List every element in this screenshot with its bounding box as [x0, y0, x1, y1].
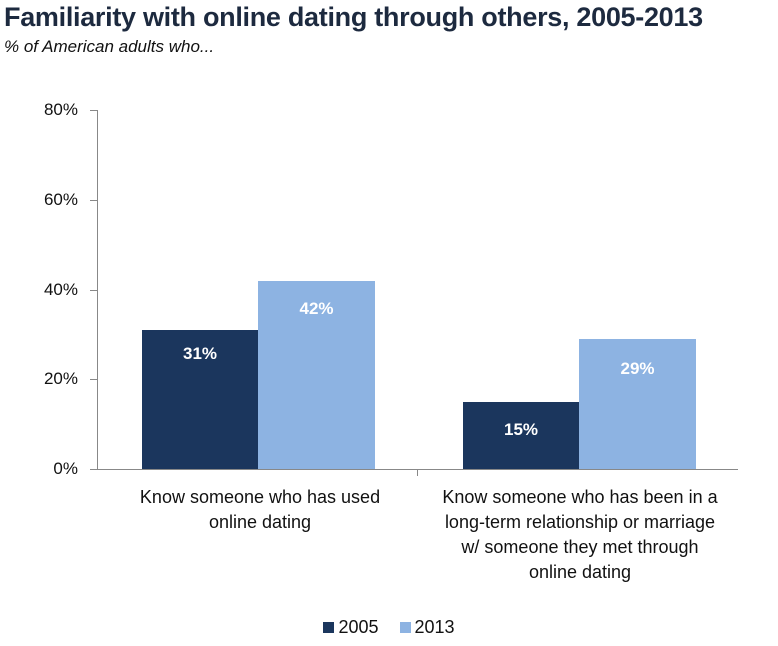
y-tick-mark: [90, 290, 97, 291]
y-tick-label: 20%: [43, 369, 78, 388]
label-line: online dating: [528, 562, 632, 582]
bar-2013-relationship-via-online-dating: 29%: [579, 339, 696, 469]
legend-swatch-icon: [323, 622, 335, 633]
bar-2005-used-online-dating: 31%: [142, 330, 258, 469]
bar-2005-relationship-via-online-dating: 15%: [463, 402, 579, 469]
label-line: Know someone who has used: [139, 487, 381, 507]
chart-subtitle: % of American adults who...: [4, 37, 215, 56]
y-tick-mark: [90, 379, 97, 380]
y-tick-label: 80%: [43, 100, 78, 119]
y-tick-label: 0%: [53, 459, 78, 478]
x-category-label: Know someone who has used online dating: [110, 485, 410, 535]
legend-swatch-icon: [399, 622, 411, 633]
y-tick-label: 60%: [43, 190, 78, 209]
label-line: online dating: [208, 512, 312, 532]
label-line: long-term relationship or marriage: [444, 512, 716, 532]
legend-label: 2005: [338, 617, 379, 637]
bar-2013-used-online-dating: 42%: [258, 281, 375, 469]
chart-title: Familiarity with online dating through o…: [4, 2, 703, 32]
bar-value-label: 31%: [182, 344, 218, 363]
x-axis: [90, 469, 738, 470]
legend-item-2005: 2005: [323, 617, 378, 638]
y-tick-mark: [90, 110, 97, 111]
bar-value-label: 29%: [620, 359, 655, 378]
bar-value-label: 15%: [503, 420, 539, 439]
bar-value-label: 42%: [299, 299, 334, 318]
label-line: w/ someone they met through: [461, 537, 699, 557]
legend-item-2013: 2013: [399, 617, 455, 638]
y-tick-mark: [90, 200, 97, 201]
y-tick-label: 40%: [43, 280, 78, 299]
y-axis: [97, 110, 98, 470]
label-line: Know someone who has been in a: [442, 487, 718, 507]
y-tick-mark: [90, 469, 97, 470]
x-axis-category-divider: [417, 469, 418, 476]
legend: 2005 2013: [0, 617, 778, 638]
legend-label: 2013: [414, 617, 455, 637]
x-category-label: Know someone who has been in a long-term…: [420, 485, 740, 585]
